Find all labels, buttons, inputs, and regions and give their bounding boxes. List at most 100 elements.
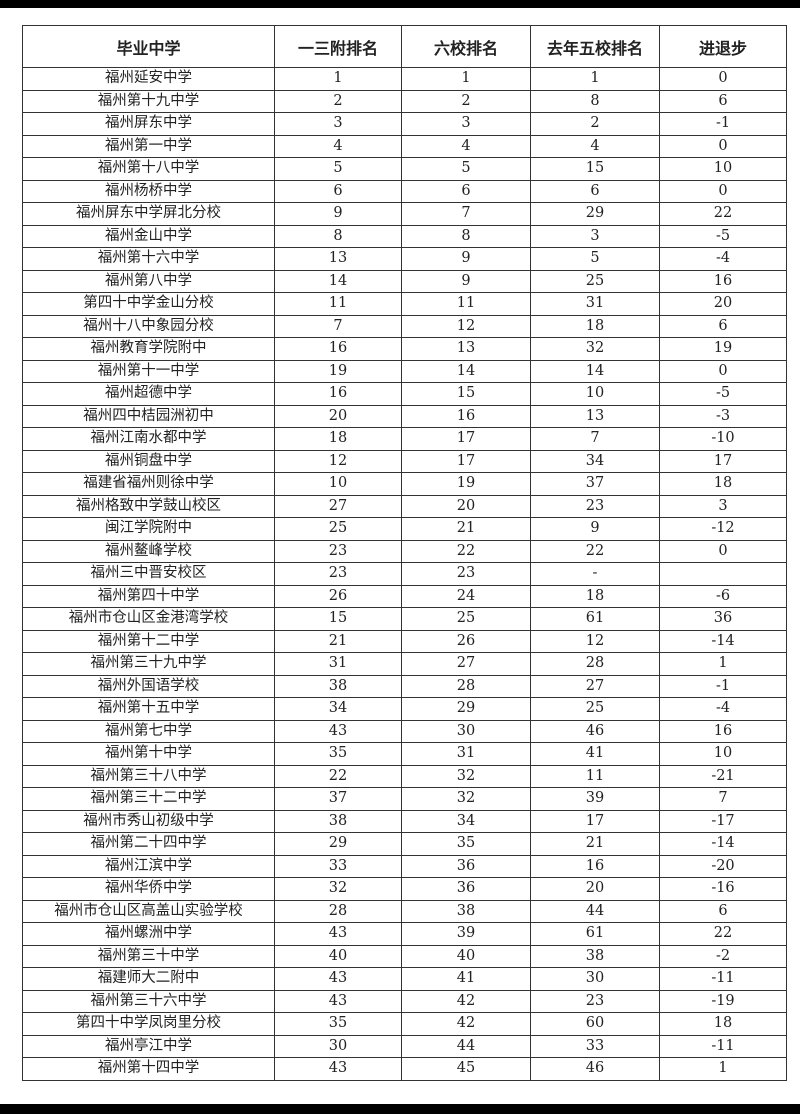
- table-row: 福州超德中学 16 15 10 -5: [22, 382, 787, 406]
- cell-rank-last-year: 22: [530, 539, 660, 563]
- cell-rank-six-schools: 2: [401, 89, 531, 113]
- cell-school: 福州第十九中学: [22, 89, 275, 113]
- cell-change: 18: [659, 472, 787, 496]
- cell-school: 第四十中学凤岗里分校: [22, 1012, 275, 1036]
- cell-school: 福州江滨中学: [22, 854, 275, 878]
- cell-school: 福州第十六中学: [22, 247, 275, 271]
- cell-rank-last-year: -: [530, 562, 660, 586]
- cell-change: 16: [659, 719, 787, 743]
- cell-school: 福州杨桥中学: [22, 179, 275, 203]
- cell-rank-six-schools: 9: [401, 269, 531, 293]
- cell-rank-six-schools: 35: [401, 832, 531, 856]
- cell-rank-13fu: 32: [274, 877, 402, 901]
- header-change: 进退步: [659, 25, 787, 68]
- cell-school: 福州市仓山区金港湾学校: [22, 607, 275, 631]
- cell-rank-last-year: 32: [530, 337, 660, 361]
- cell-rank-last-year: 14: [530, 359, 660, 383]
- cell-rank-six-schools: 36: [401, 877, 531, 901]
- cell-school: 福州亭江中学: [22, 1034, 275, 1058]
- cell-rank-six-schools: 36: [401, 854, 531, 878]
- table-row: 福州屏东中学 3 3 2 -1: [22, 112, 787, 136]
- cell-rank-13fu: 34: [274, 697, 402, 721]
- cell-rank-six-schools: 28: [401, 674, 531, 698]
- cell-school: 福州第三十六中学: [22, 989, 275, 1013]
- cell-rank-13fu: 10: [274, 472, 402, 496]
- cell-school: 福州第八中学: [22, 269, 275, 293]
- cell-change: -5: [659, 224, 787, 248]
- cell-rank-six-schools: 22: [401, 539, 531, 563]
- cell-change: 1: [659, 1057, 787, 1081]
- cell-rank-last-year: 16: [530, 854, 660, 878]
- cell-rank-six-schools: 23: [401, 562, 531, 586]
- cell-rank-six-schools: 4: [401, 134, 531, 158]
- cell-rank-13fu: 28: [274, 899, 402, 923]
- cell-school: 福州第三十中学: [22, 944, 275, 968]
- cell-rank-six-schools: 31: [401, 742, 531, 766]
- cell-school: 福州教育学院附中: [22, 337, 275, 361]
- cell-rank-last-year: 37: [530, 472, 660, 496]
- cell-rank-last-year: 31: [530, 292, 660, 316]
- cell-change: 22: [659, 922, 787, 946]
- cell-rank-six-schools: 26: [401, 629, 531, 653]
- cell-rank-last-year: 6: [530, 179, 660, 203]
- cell-rank-last-year: 11: [530, 764, 660, 788]
- table-row: 福州延安中学 1 1 1 0: [22, 67, 787, 91]
- table-row: 福州第八中学 14 9 25 16: [22, 269, 787, 293]
- cell-change: 36: [659, 607, 787, 631]
- cell-rank-13fu: 37: [274, 787, 402, 811]
- table-row: 福州市秀山初级中学 38 34 17 -17: [22, 809, 787, 833]
- cell-rank-13fu: 43: [274, 1057, 402, 1081]
- cell-school: 福州第三十九中学: [22, 652, 275, 676]
- cell-rank-13fu: 15: [274, 607, 402, 631]
- cell-rank-13fu: 5: [274, 157, 402, 181]
- cell-rank-13fu: 43: [274, 989, 402, 1013]
- table-row: 福州鳌峰学校 23 22 22 0: [22, 539, 787, 563]
- cell-rank-six-schools: 9: [401, 247, 531, 271]
- cell-rank-six-schools: 24: [401, 584, 531, 608]
- cell-change: -5: [659, 382, 787, 406]
- cell-school: 福州第二十四中学: [22, 832, 275, 856]
- table-row: 福州第十四中学 43 45 46 1: [22, 1057, 787, 1081]
- cell-change: 3: [659, 494, 787, 518]
- cell-change: 16: [659, 269, 787, 293]
- cell-rank-six-schools: 42: [401, 989, 531, 1013]
- cell-school: 福州第四十中学: [22, 584, 275, 608]
- cell-school: 福州第十一中学: [22, 359, 275, 383]
- cell-school: 福州第三十二中学: [22, 787, 275, 811]
- cell-rank-last-year: 23: [530, 494, 660, 518]
- cell-rank-13fu: 23: [274, 562, 402, 586]
- cell-change: 0: [659, 539, 787, 563]
- cell-rank-13fu: 26: [274, 584, 402, 608]
- cell-change: 19: [659, 337, 787, 361]
- cell-rank-last-year: 18: [530, 584, 660, 608]
- cell-change: -3: [659, 404, 787, 428]
- cell-change: -14: [659, 832, 787, 856]
- cell-change: -4: [659, 697, 787, 721]
- cell-change: 10: [659, 742, 787, 766]
- cell-rank-last-year: 29: [530, 202, 660, 226]
- cell-rank-13fu: 25: [274, 517, 402, 541]
- cell-rank-13fu: 4: [274, 134, 402, 158]
- cell-rank-13fu: 35: [274, 742, 402, 766]
- cell-rank-last-year: 3: [530, 224, 660, 248]
- cell-school: 福州超德中学: [22, 382, 275, 406]
- cell-rank-six-schools: 25: [401, 607, 531, 631]
- cell-rank-13fu: 43: [274, 967, 402, 991]
- cell-rank-last-year: 18: [530, 314, 660, 338]
- cell-rank-six-schools: 34: [401, 809, 531, 833]
- cell-rank-last-year: 28: [530, 652, 660, 676]
- table-row: 福州江南水都中学 18 17 7 -10: [22, 427, 787, 451]
- cell-change: -11: [659, 1034, 787, 1058]
- table-row: 福州第四十中学 26 24 18 -6: [22, 584, 787, 608]
- cell-change: -12: [659, 517, 787, 541]
- cell-school: 福建师大二附中: [22, 967, 275, 991]
- cell-rank-six-schools: 29: [401, 697, 531, 721]
- table-row: 福州第三十九中学 31 27 28 1: [22, 652, 787, 676]
- table-row: 福州外国语学校 38 28 27 -1: [22, 674, 787, 698]
- cell-change: 22: [659, 202, 787, 226]
- cell-rank-last-year: 61: [530, 922, 660, 946]
- cell-change: -2: [659, 944, 787, 968]
- cell-change: -14: [659, 629, 787, 653]
- cell-school: 福州市仓山区高盖山实验学校: [22, 899, 275, 923]
- cell-change: -10: [659, 427, 787, 451]
